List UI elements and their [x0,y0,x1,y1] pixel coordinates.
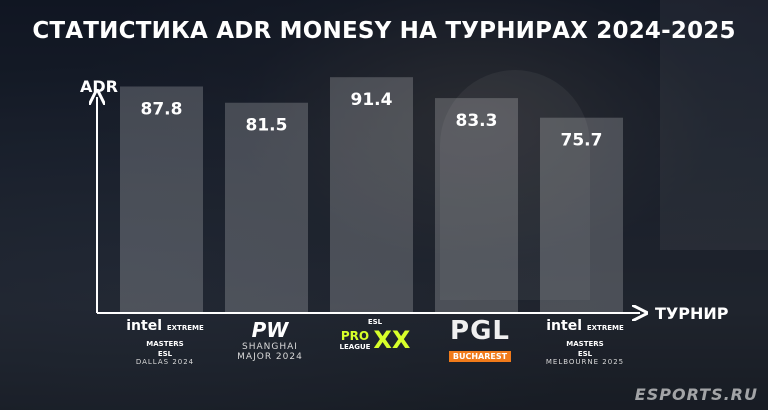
bar-1 [120,86,203,313]
logo-iem-melbourne: intel EXTREME MASTERS ESL MELBOURNE 2025 [545,318,625,366]
chart-title: СТАТИСТИКА ADR MONESY НА ТУРНИРАХ 2024-2… [32,18,736,44]
bar-value-label-3: 91.4 [351,90,393,110]
x-axis-title: ТУРНИР [655,304,729,323]
bar-value-label-2: 81.5 [246,116,288,136]
bar-2 [225,102,308,313]
logo-iem-dallas: intel EXTREME MASTERS ESL DALLAS 2024 [126,318,204,366]
background-building [660,0,768,250]
logo-shanghai-major: PW SHANGHAI MAJOR 2024 [237,318,303,362]
bar-value-label-1: 87.8 [141,99,183,119]
bar-value-label-4: 83.3 [456,111,498,131]
watermark-logo: ESPORTS.RU [634,385,758,404]
bar-value-label-5: 75.7 [561,131,603,151]
background-tower [440,70,590,300]
bar-3 [330,77,413,313]
y-axis-title: ADR [80,77,118,96]
bar-5 [540,117,623,313]
logo-esl-pro-league: ESL PRO LEAGUE XX [339,318,411,354]
bar-4 [435,98,518,313]
logo-pgl-bucharest: PGL BUCHAREST [448,316,512,362]
